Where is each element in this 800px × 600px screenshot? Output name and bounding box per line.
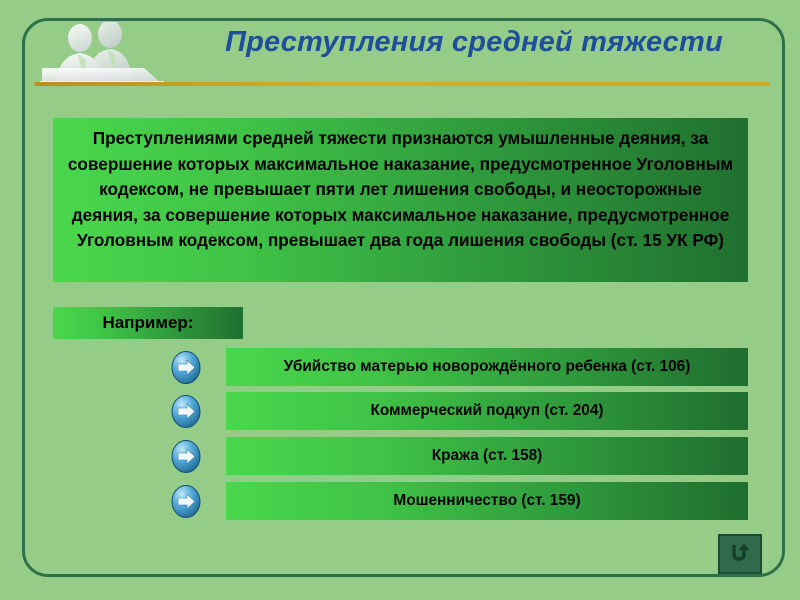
- blue-sphere-right-arrow-icon[interactable]: [168, 439, 204, 474]
- return-button[interactable]: [718, 534, 762, 574]
- return-arrow-icon: [732, 543, 750, 561]
- list-item[interactable]: Кража (ст. 158): [0, 437, 800, 475]
- list-item-label: Кража (ст. 158): [226, 437, 748, 475]
- blue-sphere-right-arrow-icon[interactable]: [168, 394, 204, 429]
- definition-text-box: Преступлениями средней тяжести признаютс…: [53, 118, 748, 282]
- list-item[interactable]: Убийство матерью новорождённого ребенка …: [0, 348, 800, 386]
- blue-sphere-right-arrow-icon[interactable]: [168, 484, 204, 519]
- title-divider-rule: [34, 82, 770, 86]
- list-item-label: Коммерческий подкуп (ст. 204): [226, 392, 748, 430]
- example-label: Например:: [53, 307, 243, 339]
- list-item[interactable]: Коммерческий подкуп (ст. 204): [0, 392, 800, 430]
- list-item-label: Убийство матерью новорождённого ребенка …: [226, 348, 748, 386]
- blue-sphere-right-arrow-icon[interactable]: [168, 350, 204, 385]
- list-item[interactable]: Мошенничество (ст. 159): [0, 482, 800, 520]
- list-item-label: Мошенничество (ст. 159): [226, 482, 748, 520]
- page-title: Преступления средней тяжести: [225, 26, 723, 58]
